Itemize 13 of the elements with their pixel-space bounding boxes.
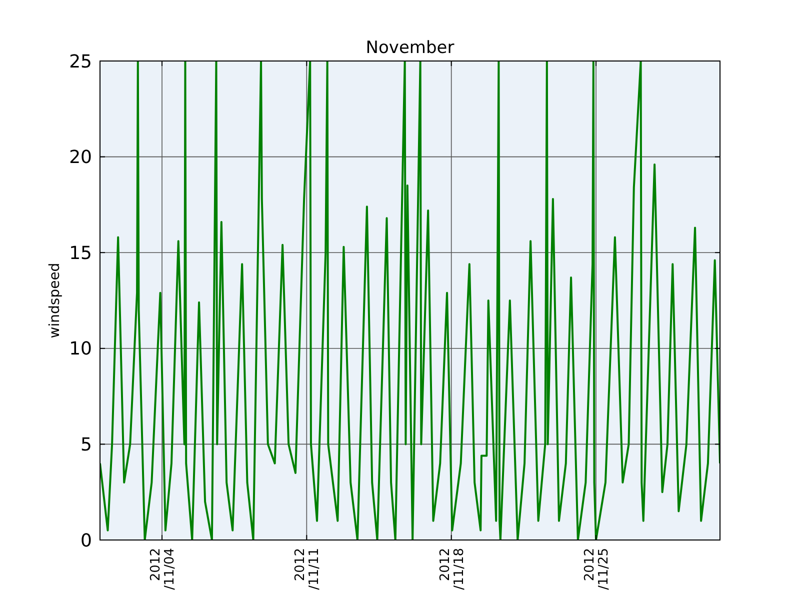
y-axis-title: windspeed (47, 262, 63, 338)
y-tick-label: 25 (69, 51, 92, 72)
y-tick-label: 5 (80, 434, 92, 456)
y-tick-label: 10 (69, 338, 92, 360)
chart-title: November (366, 38, 454, 58)
y-tick-label: 15 (69, 242, 92, 264)
y-tick-label: 0 (80, 530, 92, 552)
x-tick-label: 2012 /11/04 (148, 548, 178, 590)
x-tick-label: 2012 /11/25 (582, 548, 612, 590)
y-tick-label: 20 (69, 147, 92, 168)
x-tick-label: 2012 /11/18 (438, 548, 467, 590)
line-series (100, 61, 720, 540)
x-tick-label: 2012 /11/11 (293, 548, 322, 590)
